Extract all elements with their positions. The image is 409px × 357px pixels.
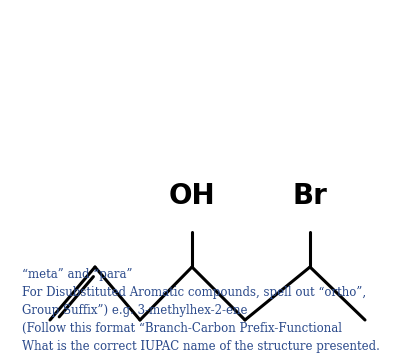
Text: “meta” and “para”: “meta” and “para” — [22, 268, 132, 281]
Text: Group Suffix”) e.g. 3-methylhex-2-ene: Group Suffix”) e.g. 3-methylhex-2-ene — [22, 304, 247, 317]
Text: OH: OH — [168, 182, 215, 210]
Text: (Follow this format “Branch-Carbon Prefix-Functional: (Follow this format “Branch-Carbon Prefi… — [22, 322, 341, 335]
Text: Br: Br — [292, 182, 327, 210]
Text: What is the correct IUPAC name of the structure presented.: What is the correct IUPAC name of the st… — [22, 340, 379, 353]
Text: For Disubstituted Aromatic compounds, spell out “ortho”,: For Disubstituted Aromatic compounds, sp… — [22, 286, 365, 299]
